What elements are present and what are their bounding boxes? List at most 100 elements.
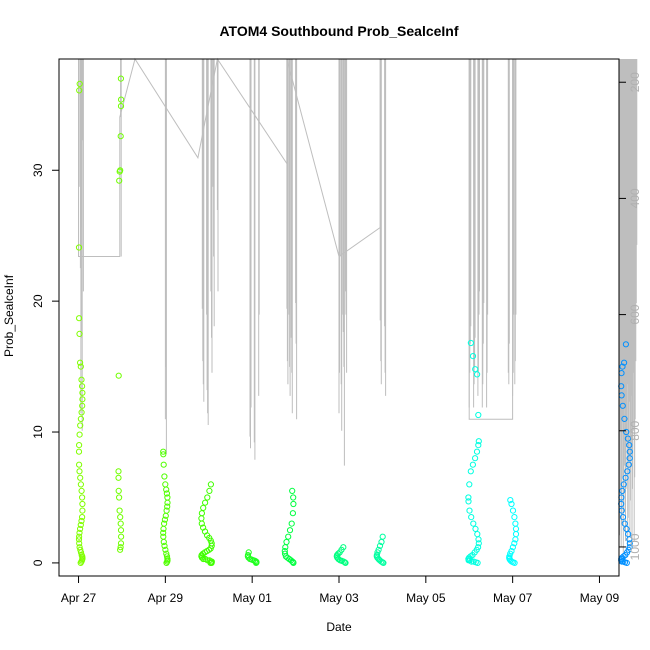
data-point [621, 520, 628, 527]
data-point [115, 487, 122, 494]
y2-tick-label: 800 [628, 420, 642, 440]
x-axis-label: Date [326, 620, 352, 634]
data-point [472, 525, 479, 533]
x-tick-label: May 09 [580, 591, 620, 605]
data-point [376, 542, 384, 550]
data-point [626, 544, 633, 551]
data-point [281, 548, 288, 555]
data-point [117, 540, 125, 547]
data-point [79, 500, 86, 508]
data-point [76, 533, 83, 540]
data-point [76, 87, 83, 94]
axes: Apr 27 Apr 29 May 01 May 03 May 05 May 07 May … [31, 72, 642, 605]
data-point [466, 481, 473, 488]
x-tick-label: May 07 [493, 591, 533, 605]
scatter-series [75, 75, 633, 567]
data-point [77, 546, 84, 553]
data-point [115, 474, 122, 481]
data-point [163, 507, 170, 514]
data-point [619, 402, 626, 409]
data-point [474, 531, 481, 538]
data-point [286, 527, 294, 534]
y2-tick-label: 200 [628, 72, 642, 92]
x-tick-label: May 05 [406, 591, 446, 605]
data-point [76, 529, 83, 536]
data-point [625, 531, 632, 538]
data-point [77, 525, 84, 533]
data-point [619, 514, 627, 521]
data-point [475, 411, 482, 419]
data-point [472, 366, 479, 373]
data-point [162, 481, 169, 488]
y-axis-label: Prob_SealceInf [2, 274, 16, 357]
data-point [117, 514, 124, 521]
data-point [78, 409, 85, 416]
data-point [117, 520, 124, 527]
data-point [163, 550, 170, 557]
data-point [115, 468, 122, 475]
data-point [208, 540, 215, 547]
data-point [77, 415, 85, 422]
data-point [285, 533, 292, 540]
data-point [75, 536, 83, 543]
data-point [507, 497, 514, 504]
data-point [283, 538, 290, 546]
data-point [626, 442, 633, 449]
data-point [511, 514, 518, 521]
data-point [115, 372, 122, 379]
data-point [475, 438, 482, 445]
data-point [79, 396, 86, 403]
data-point [163, 553, 171, 560]
data-point [506, 553, 513, 560]
x-tick-label: May 03 [319, 591, 359, 605]
data-point [621, 415, 628, 422]
data-point [623, 428, 630, 436]
data-point [116, 177, 123, 184]
y2-tick-label: 400 [628, 188, 642, 208]
data-point [281, 550, 289, 557]
data-point [475, 540, 482, 547]
y-tick-label: 20 [31, 294, 45, 308]
y-tick-label: 10 [31, 425, 45, 439]
data-point [469, 461, 476, 468]
data-point [379, 533, 386, 540]
data-point [116, 494, 123, 501]
data-point [202, 499, 209, 506]
data-point [206, 487, 213, 494]
data-point [207, 481, 214, 488]
data-point [512, 531, 520, 538]
data-point [466, 507, 473, 514]
data-point [79, 494, 86, 501]
data-point [470, 520, 477, 527]
data-point [79, 389, 86, 396]
data-point [164, 503, 171, 510]
x-tick-label: May 01 [232, 591, 272, 605]
data-point [200, 504, 207, 511]
data-point [161, 520, 168, 527]
data-point [78, 517, 85, 525]
data-point [625, 461, 632, 468]
y-tick-label: 0 [31, 559, 45, 566]
data-point [77, 521, 84, 529]
data-point [117, 133, 124, 140]
data-point [290, 494, 297, 501]
data-point [289, 510, 296, 517]
data-point [621, 359, 628, 366]
data-point [163, 490, 170, 497]
data-point [288, 520, 295, 527]
data-point [465, 494, 472, 501]
data-point [160, 533, 167, 540]
data-point [76, 80, 83, 88]
data-point [79, 507, 86, 514]
data-point [198, 515, 205, 522]
data-point [79, 383, 86, 390]
data-point [335, 550, 342, 557]
data-point [162, 546, 169, 553]
data-point [76, 315, 83, 322]
data-point [198, 510, 205, 517]
data-point [117, 546, 124, 553]
data-point [76, 461, 83, 468]
data-point [509, 544, 517, 551]
data-point [161, 516, 168, 523]
data-point [622, 474, 629, 481]
